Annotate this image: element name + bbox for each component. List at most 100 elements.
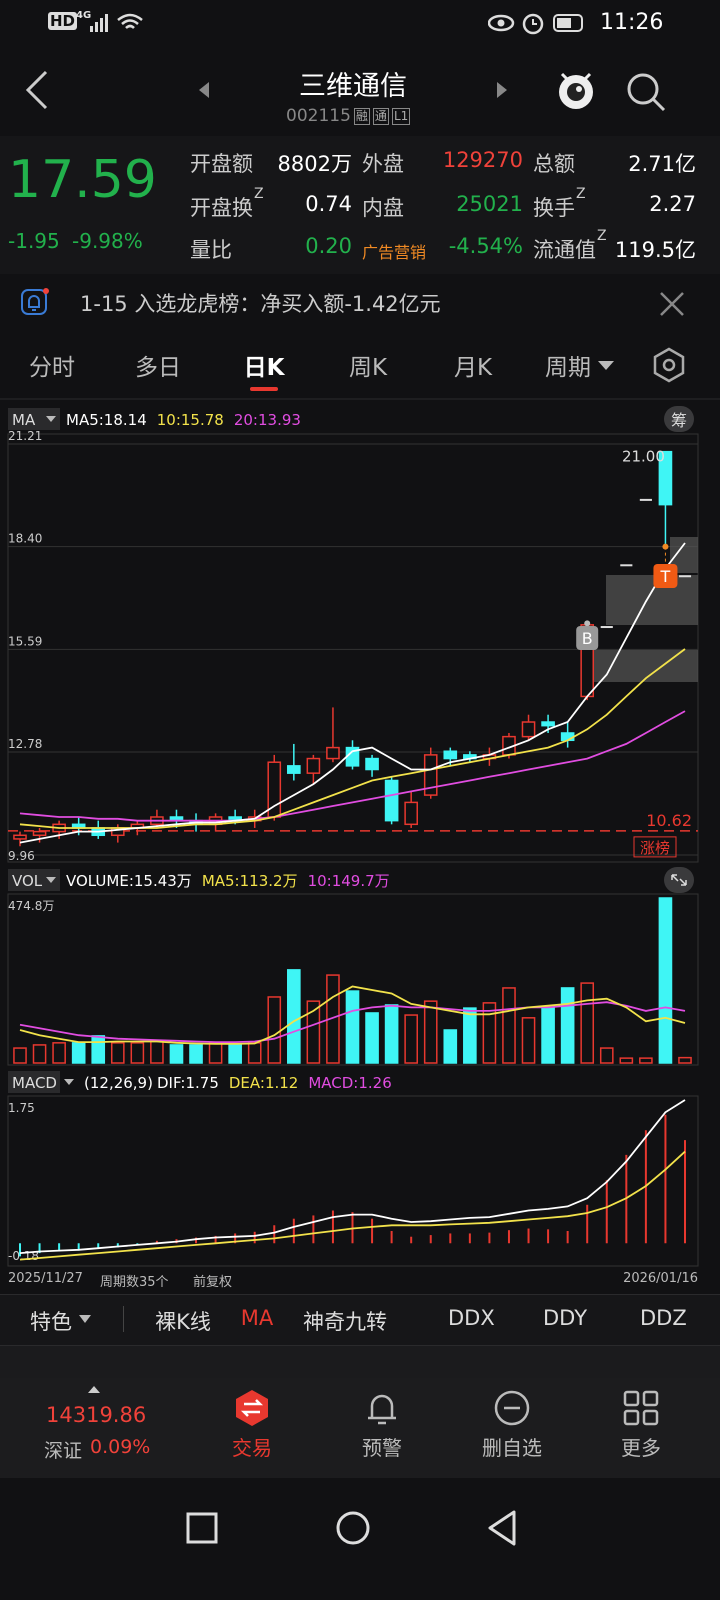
volume-bar — [110, 1042, 125, 1064]
high-label: 21.00 — [622, 448, 665, 466]
expand-button[interactable] — [664, 867, 694, 893]
search-button[interactable] — [624, 70, 668, 114]
index-caret — [88, 1386, 100, 1393]
candle-body — [658, 450, 673, 506]
legend-entry: MA5:113.2万 — [202, 872, 298, 890]
nav-item[interactable]: 删自选 — [482, 1436, 542, 1460]
candle-body — [560, 732, 575, 742]
buy-dot — [584, 620, 591, 627]
index-value[interactable]: 14319.86 — [46, 1403, 147, 1427]
stat-label: 换手 — [533, 196, 575, 220]
period-tab[interactable]: 多日 — [135, 355, 181, 381]
toolbar-item[interactable]: 神奇九转 — [303, 1310, 387, 1334]
candle-body — [384, 779, 399, 822]
toolbar-item[interactable]: 裸K线 — [155, 1310, 211, 1334]
sell-dot — [662, 543, 669, 550]
stat-value: 25021 — [456, 192, 523, 216]
stat-value: 129270 — [442, 148, 523, 172]
nav-item[interactable]: 预警 — [362, 1436, 402, 1460]
nav-item[interactable]: 交易 — [232, 1436, 272, 1460]
adjust-mode: 前复权 — [193, 1275, 233, 1290]
system-buttons[interactable] — [180, 1506, 540, 1552]
mascot-icon[interactable] — [554, 66, 598, 114]
indicator-caret — [46, 877, 56, 883]
y-tick-label: 15.59 — [8, 634, 42, 648]
active-tab-underline — [250, 387, 278, 391]
toolbar-item[interactable]: DDZ — [640, 1306, 687, 1330]
price-change-pct: -9.98% — [72, 229, 143, 253]
legend-entry: DIF:1.75 — [157, 1074, 219, 1092]
volume-bar — [345, 990, 360, 1064]
volume-bar — [560, 987, 575, 1064]
status-icons — [488, 13, 583, 35]
bottom-nav — [0, 1378, 720, 1478]
volume-bar — [228, 1044, 242, 1064]
stock-code-row: 002115 融通 L1 — [286, 106, 411, 126]
y-max-label: 474.8万 — [8, 899, 54, 913]
indicator-name: VOL — [12, 872, 43, 890]
notice-text[interactable]: 1-15 入选龙虎榜：净买入额-1.42亿元 — [80, 292, 441, 316]
feature-button[interactable]: 特色 — [30, 1310, 72, 1334]
nav-item[interactable]: 更多 — [621, 1436, 661, 1460]
notice-close[interactable] — [658, 290, 686, 318]
period-tab[interactable]: 周期 — [545, 355, 591, 381]
limit-label: 10.62 — [646, 811, 692, 830]
legend-entry: DEA:1.12 — [229, 1074, 298, 1092]
candle-body — [306, 757, 321, 774]
settings-button[interactable] — [650, 346, 688, 384]
volume-bar — [521, 1017, 536, 1064]
quote-panel — [0, 136, 720, 274]
legend-entry: 10:149.7万 — [308, 872, 390, 890]
volume-bar — [599, 1047, 614, 1064]
volume-bar — [502, 987, 516, 1064]
toolbar-item[interactable]: DDX — [448, 1306, 495, 1330]
back-button[interactable] — [20, 68, 60, 112]
period-tab[interactable]: 分时 — [29, 355, 75, 381]
volume-bar — [150, 1040, 164, 1064]
stat-value: 2.71亿 — [628, 152, 696, 176]
stock-name: 三维通信 — [299, 71, 407, 102]
stock-badge: L1 — [391, 107, 411, 125]
network-label: 4G — [76, 10, 92, 21]
period-tab[interactable]: 日K — [243, 355, 285, 381]
volume-bar — [13, 1047, 27, 1064]
index-pct: 0.09% — [90, 1436, 151, 1458]
buy-mark: B — [582, 629, 593, 648]
prev-stock[interactable] — [196, 80, 212, 100]
toolbar-item[interactable]: DDY — [543, 1306, 588, 1330]
stat-label: 量比 — [190, 238, 232, 262]
toolbar-item[interactable]: MA — [240, 1306, 274, 1330]
volume-bar — [463, 1007, 477, 1064]
indicator-toolbar — [0, 1294, 720, 1346]
stat-label: 总额 — [533, 152, 575, 176]
volume-bar — [443, 1029, 458, 1064]
volume-bar — [130, 1042, 145, 1064]
stat-sup: Z — [576, 186, 586, 202]
volume-bar — [71, 1042, 86, 1064]
indicator-caret — [46, 416, 56, 422]
expand-icon — [671, 874, 687, 886]
buy-box — [576, 626, 599, 650]
notice-bar — [0, 278, 720, 328]
y-tick-label: 21.21 — [8, 429, 42, 443]
volume-bar — [482, 1002, 497, 1064]
stock-badge: 融 — [353, 107, 370, 125]
chart-frame — [7, 433, 699, 863]
chip-label: 筹 — [671, 411, 687, 430]
chip-button[interactable] — [664, 406, 694, 432]
next-stock[interactable] — [494, 80, 510, 100]
y-tick-label: 18.40 — [8, 532, 42, 546]
stat-value: 8802万 — [277, 152, 352, 176]
candle-body — [13, 834, 27, 840]
chart-frame — [7, 1095, 699, 1267]
volume-bar — [678, 1056, 692, 1064]
legend-entry: MA5:18.14 — [66, 411, 147, 429]
volume-bar — [189, 1044, 203, 1064]
clock: 11:26 — [600, 10, 664, 35]
sell-box — [653, 564, 678, 588]
limit-tag: 涨榜 — [640, 839, 670, 857]
period-tab[interactable]: 周K — [348, 355, 388, 381]
period-tab[interactable]: 月K — [453, 355, 493, 381]
stock-badge: 通 — [372, 107, 389, 125]
stat-label: 外盘 — [362, 152, 404, 176]
